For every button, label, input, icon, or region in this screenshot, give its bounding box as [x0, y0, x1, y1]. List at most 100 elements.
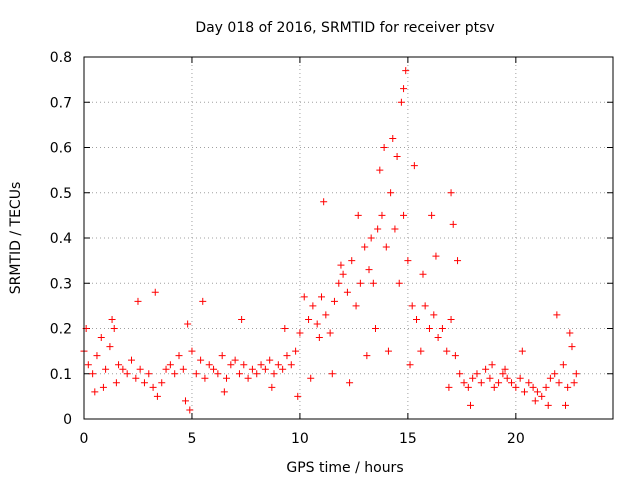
data-point — [128, 356, 136, 364]
data-point — [151, 288, 159, 296]
data-point — [447, 189, 455, 197]
data-point — [438, 325, 446, 332]
data-point — [188, 347, 196, 355]
data-point — [568, 343, 576, 351]
data-point — [380, 144, 388, 151]
data-point — [91, 388, 99, 396]
data-point — [512, 383, 520, 391]
data-point — [214, 370, 222, 378]
data-point — [186, 406, 194, 414]
data-point — [419, 270, 427, 278]
y-tick-label: 0.3 — [50, 276, 72, 292]
data-point — [184, 320, 192, 328]
data-point — [166, 361, 174, 369]
data-point — [153, 392, 161, 400]
data-point — [389, 134, 397, 142]
x-tick-label: 15 — [399, 431, 417, 447]
data-point — [482, 365, 490, 373]
data-point — [346, 379, 354, 387]
data-point — [132, 374, 140, 382]
data-point — [238, 315, 246, 323]
data-point — [102, 365, 110, 373]
y-tick-label: 0.6 — [50, 141, 72, 157]
data-point — [488, 361, 496, 369]
data-point — [525, 379, 533, 387]
data-point — [374, 225, 382, 233]
gridlines — [84, 57, 613, 419]
data-point — [572, 370, 580, 378]
data-point — [518, 347, 526, 355]
data-point — [348, 257, 356, 265]
data-point — [413, 315, 421, 323]
data-point — [371, 325, 379, 332]
data-point — [369, 279, 377, 287]
data-point — [287, 361, 295, 369]
data-point — [508, 379, 516, 387]
data-point — [307, 374, 315, 382]
data-point — [570, 379, 578, 387]
data-point — [337, 261, 345, 269]
data-point — [546, 374, 554, 382]
data-point — [261, 365, 269, 373]
data-point — [464, 383, 472, 391]
data-point — [454, 257, 462, 265]
data-point — [404, 257, 412, 265]
data-point — [158, 379, 166, 387]
data-point — [315, 334, 323, 342]
data-points — [80, 67, 580, 414]
data-point — [231, 356, 239, 364]
data-point — [397, 98, 405, 106]
y-tick-label: 0.8 — [50, 50, 72, 66]
data-point — [339, 270, 347, 278]
x-tick-label: 5 — [187, 431, 196, 447]
x-tick-label: 0 — [80, 431, 89, 447]
data-point — [417, 347, 425, 355]
data-point — [533, 388, 541, 396]
data-point — [240, 361, 248, 369]
data-point — [387, 189, 395, 197]
data-point — [559, 361, 567, 369]
data-point — [134, 297, 142, 305]
data-point — [363, 352, 371, 360]
data-point — [318, 293, 326, 301]
data-point — [220, 388, 228, 396]
data-point — [89, 370, 97, 378]
data-point — [538, 392, 546, 400]
data-point — [149, 383, 157, 391]
data-point — [354, 211, 362, 219]
data-point — [320, 198, 328, 206]
data-point — [544, 401, 552, 409]
data-point — [281, 325, 289, 332]
data-point — [378, 211, 386, 219]
data-point — [402, 67, 410, 75]
data-point — [108, 315, 116, 323]
data-point — [376, 166, 384, 174]
data-point — [432, 252, 440, 260]
data-point — [553, 311, 561, 319]
data-point — [421, 302, 429, 310]
data-point — [449, 220, 457, 228]
data-point — [197, 356, 205, 364]
data-point — [361, 243, 369, 251]
data-point — [171, 370, 179, 378]
y-tick-label: 0.2 — [50, 322, 72, 338]
data-point — [181, 397, 189, 405]
data-point — [408, 302, 416, 310]
data-point — [495, 379, 503, 387]
data-point — [391, 225, 399, 233]
data-point — [110, 325, 118, 332]
plot-frame — [83, 56, 614, 420]
data-point — [201, 374, 209, 382]
data-point — [335, 279, 343, 287]
data-point — [210, 365, 218, 373]
y-axis-label: SRMTID / TECUs — [8, 182, 24, 295]
data-point — [428, 211, 436, 219]
data-point — [97, 334, 105, 342]
y-tick-label: 0.7 — [50, 95, 72, 111]
data-point — [112, 379, 120, 387]
data-point — [456, 370, 464, 378]
x-tick-label: 20 — [507, 431, 525, 447]
data-point — [400, 85, 408, 93]
data-point — [551, 370, 559, 378]
data-point — [140, 379, 148, 387]
